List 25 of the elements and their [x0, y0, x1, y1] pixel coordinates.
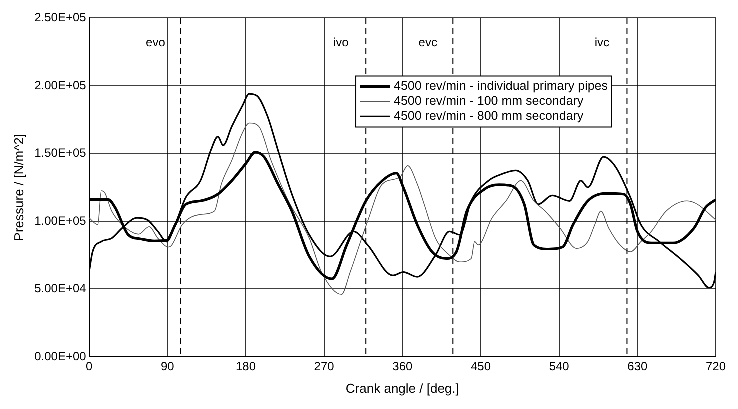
x-tick-label: 630 [628, 360, 648, 374]
y-tick-label: 5.00E+04 [34, 282, 87, 296]
x-tick-label: 0 [86, 360, 93, 374]
x-tick-label: 360 [392, 360, 413, 374]
ref-line-label: evo [146, 36, 166, 50]
ref-line-label: ivo [333, 36, 350, 50]
line-series [89, 122, 716, 296]
y-tick-label: 2.00E+05 [34, 78, 87, 92]
x-tick-label: 180 [236, 360, 256, 374]
x-tick-label: 270 [314, 360, 335, 374]
y-tick-label: 1.00E+05 [34, 214, 87, 228]
ref-line-label: ivc [594, 36, 610, 50]
x-tick-label: 90 [160, 360, 175, 374]
y-tick-label: 2.50E+05 [34, 10, 87, 25]
y-tick-label: 1.50E+05 [34, 146, 87, 160]
x-tick-label: 720 [706, 360, 726, 374]
ref-line-label: evc [418, 36, 438, 50]
legend-label: 4500 rev/min - 800 mm secondary [394, 109, 584, 124]
legend-label: 4500 rev/min - 100 mm secondary [394, 94, 584, 108]
y-axis-title: Pressure / [N/m^2] [11, 134, 26, 242]
legend-label: 4500 rev/min - individual primary pipes [394, 79, 608, 94]
x-tick-label: 450 [470, 360, 492, 374]
y-tick-label: 0.00E+00 [34, 349, 87, 364]
x-tick-label: 540 [549, 360, 570, 374]
x-axis-title: Crank angle / [deg.] [346, 380, 460, 396]
